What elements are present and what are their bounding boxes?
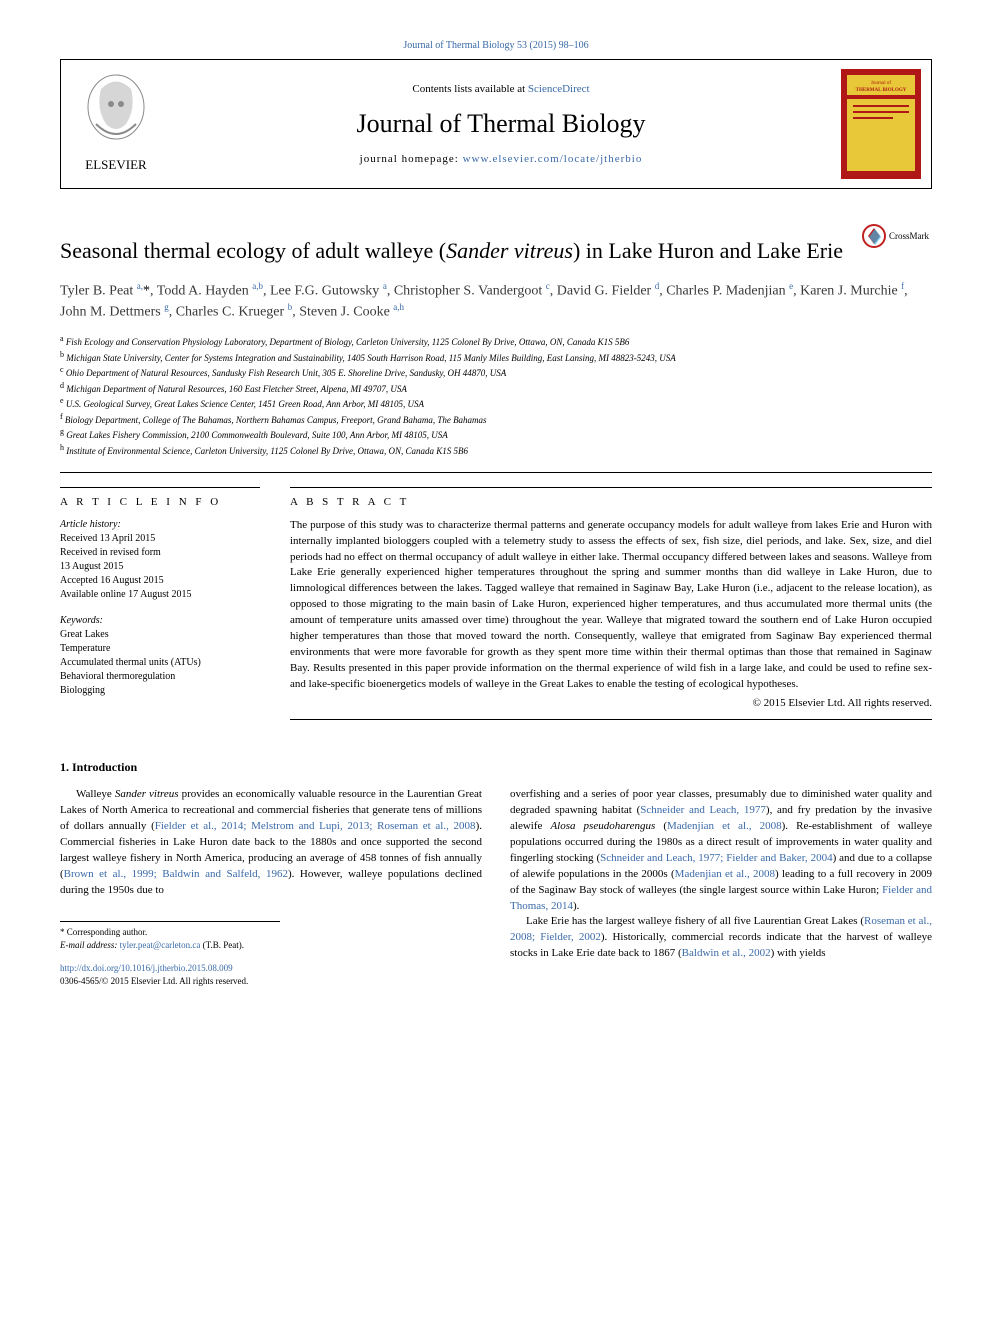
section-1-heading: 1. Introduction [60,760,932,775]
article-info-heading: A R T I C L E I N F O [60,488,260,508]
doi-block: http://dx.doi.org/10.1016/j.jtherbio.201… [60,962,482,988]
elsevier-label: ELSEVIER [85,157,147,172]
abstract-copyright: © 2015 Elsevier Ltd. All rights reserved… [290,697,932,709]
citation-link[interactable]: Madenjian et al., 2008 [675,868,775,880]
body-text: Walleye Sander vitreus provides an econo… [60,787,932,988]
citation-link[interactable]: Baldwin et al., 2002 [682,947,771,959]
corresponding-author-footnote: * Corresponding author. E-mail address: … [60,921,280,952]
elsevier-logo: ELSEVIER [61,60,171,188]
journal-homepage-link[interactable]: www.elsevier.com/locate/jtherbio [463,153,643,165]
journal-name: Journal of Thermal Biology [181,109,821,139]
homepage-line: journal homepage: www.elsevier.com/locat… [181,153,821,165]
citation-link[interactable]: Schneider and Leach, 1977 [640,804,766,816]
email-link[interactable]: tyler.peat@carleton.ca [120,940,201,950]
citation-link[interactable]: Brown et al., 1999; Baldwin and Salfeld,… [64,868,288,880]
crossmark-badge[interactable]: CrossMark [862,224,932,252]
divider [290,719,932,720]
citation-link[interactable]: Schneider and Leach, 1977; Fielder and B… [600,852,832,864]
contents-line: Contents lists available at ScienceDirec… [181,83,821,95]
article-history: Article history: Received 13 April 2015R… [60,518,260,602]
divider [60,472,932,473]
doi-link[interactable]: http://dx.doi.org/10.1016/j.jtherbio.201… [60,963,233,973]
keywords: Keywords: Great LakesTemperatureAccumula… [60,614,260,698]
journal-header: ELSEVIER Contents lists available at Sci… [60,59,932,189]
citation-link[interactable]: Fielder et al., 2014; Melstrom and Lupi,… [155,820,476,832]
abstract-heading: A B S T R A C T [290,488,932,508]
svg-text:THERMAL BIOLOGY: THERMAL BIOLOGY [856,88,907,93]
sciencedirect-link[interactable]: ScienceDirect [528,83,590,95]
article-title: Seasonal thermal ecology of adult walley… [60,237,932,266]
svg-text:CrossMark: CrossMark [889,231,929,241]
journal-cover-thumb: Journal of THERMAL BIOLOGY [831,60,931,188]
page-range-link[interactable]: Journal of Thermal Biology 53 (2015) 98–… [60,40,932,51]
svg-text:Journal of: Journal of [871,81,891,86]
abstract-text: The purpose of this study was to charact… [290,518,932,693]
affiliations: a Fish Ecology and Conservation Physiolo… [60,333,932,458]
author-list: Tyler B. Peat a,*, Todd A. Hayden a,b, L… [60,280,932,323]
citation-link[interactable]: Madenjian et al., 2008 [667,820,782,832]
